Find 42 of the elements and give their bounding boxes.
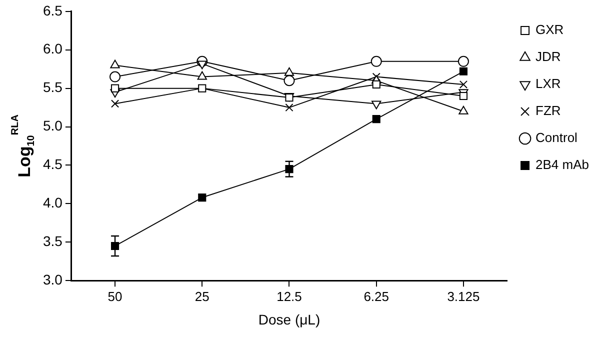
point <box>372 100 382 110</box>
point <box>372 115 380 124</box>
point <box>284 75 295 86</box>
point <box>110 84 120 92</box>
x-tick-label: 6.25 <box>364 288 390 304</box>
legend-label: JDR <box>536 49 561 64</box>
legend-label: 2B4 mAb <box>536 157 590 172</box>
point <box>285 94 294 102</box>
point <box>372 80 380 89</box>
point <box>458 56 469 67</box>
x-axis-title: Dose (μL) <box>258 311 320 328</box>
point <box>110 60 120 68</box>
point <box>110 71 121 82</box>
y-tick-label: 6.5 <box>42 2 63 18</box>
x-tick-label: 50 <box>108 288 122 304</box>
legend-label: GXR <box>536 22 564 38</box>
point <box>285 104 294 112</box>
legend-label: LXR <box>536 76 561 92</box>
point <box>370 56 382 67</box>
y-tick-label: 4.5 <box>42 156 63 172</box>
point <box>458 106 468 114</box>
y-axis-title: Log10RLA <box>10 114 37 178</box>
y-tick-label: 5.0 <box>42 118 63 134</box>
point <box>197 60 207 70</box>
x-tick-label: 12.5 <box>276 288 302 304</box>
point <box>372 72 380 81</box>
x-tick-label: 25 <box>194 288 210 304</box>
legend-label: FZR <box>536 103 561 118</box>
y-tick-label: 4.0 <box>42 194 63 211</box>
point <box>284 67 294 76</box>
point <box>459 67 468 76</box>
y-tick-label: 6.0 <box>42 40 63 57</box>
point <box>110 100 120 108</box>
y-tick-label: 3.0 <box>42 271 63 288</box>
point <box>197 71 207 80</box>
legend-label: Control <box>536 130 578 146</box>
point <box>459 80 468 89</box>
y-tick-label: 5.5 <box>42 79 63 96</box>
point <box>459 92 468 100</box>
y-tick-label: 3.5 <box>42 233 63 249</box>
point <box>198 193 206 202</box>
x-tick-label: 3.125 <box>447 288 480 304</box>
